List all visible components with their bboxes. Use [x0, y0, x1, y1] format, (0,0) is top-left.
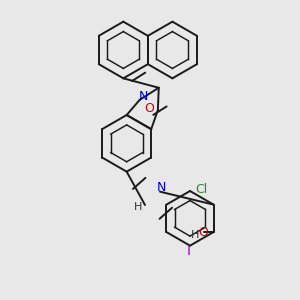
Text: H: H [134, 202, 142, 212]
Text: I: I [186, 244, 190, 258]
Text: O: O [145, 102, 154, 115]
Text: N: N [139, 90, 148, 103]
Text: Cl: Cl [196, 183, 208, 196]
Text: O: O [199, 226, 208, 238]
Text: H: H [191, 230, 200, 240]
Text: N: N [157, 181, 166, 194]
